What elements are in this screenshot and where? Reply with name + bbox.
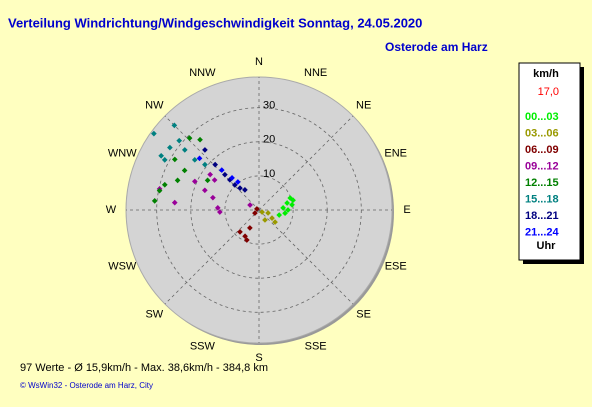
point: [289, 201, 295, 208]
direction-label: SSE: [305, 341, 327, 353]
point: [242, 187, 248, 193]
legend-entry: 03...06: [525, 127, 559, 139]
point: [167, 144, 173, 151]
legend-entry: 21...24: [525, 226, 560, 238]
point: [282, 210, 288, 217]
point: [247, 202, 253, 208]
point: [210, 194, 216, 201]
direction-label: NW: [145, 99, 164, 111]
point: [217, 209, 223, 215]
point: [186, 135, 193, 141]
spoke: [164, 209, 260, 305]
point: [202, 161, 208, 168]
direction-label: WSW: [108, 261, 137, 273]
r-tick-label: 20: [263, 134, 275, 146]
point: [156, 187, 163, 194]
point: [285, 207, 291, 213]
point: [171, 122, 178, 129]
legend-shadow: [523, 260, 584, 264]
point: [181, 147, 188, 153]
legend-unit: Uhr: [537, 240, 557, 252]
direction-label: SW: [145, 309, 163, 321]
direction-label: NNW: [189, 67, 216, 79]
point: [262, 217, 268, 223]
point: [202, 147, 208, 153]
point: [265, 210, 271, 216]
point: [161, 181, 168, 188]
legend-box: [518, 62, 581, 261]
point: [232, 182, 238, 188]
point: [176, 137, 183, 144]
spoke: [258, 115, 354, 211]
r-tick-label: 30: [263, 100, 275, 112]
direction-label: E: [403, 204, 410, 216]
point: [174, 177, 181, 184]
point: [244, 237, 250, 243]
point: [276, 212, 283, 218]
legend-entry: 09...12: [525, 160, 559, 172]
point: [191, 156, 198, 163]
chart-title: Verteilung Windrichtung/Windgeschwindigk…: [8, 15, 422, 30]
direction-label: ESE: [385, 261, 407, 273]
point: [151, 130, 157, 137]
point: [212, 161, 219, 168]
point: [237, 229, 243, 235]
point: [197, 136, 203, 143]
legend-entry: 18...21: [525, 210, 559, 222]
point: [290, 197, 296, 204]
point: [235, 179, 241, 185]
direction-label: SE: [356, 309, 371, 321]
legend-entry: 12...15: [525, 177, 559, 189]
point: [207, 171, 213, 178]
point: [229, 175, 235, 181]
point: [211, 177, 218, 183]
point: [280, 205, 286, 211]
point: [222, 171, 228, 178]
legend-value: 17,0: [538, 86, 559, 98]
point: [202, 187, 208, 194]
point: [237, 185, 243, 191]
point: [247, 225, 253, 231]
point: [191, 178, 198, 185]
direction-label: SSW: [190, 341, 216, 353]
point: [284, 200, 290, 206]
grid-ring: [224, 175, 294, 245]
grid-ring: [190, 141, 328, 279]
legend-entry: 06...09: [525, 144, 559, 156]
point: [161, 157, 168, 163]
spoke: [164, 115, 260, 211]
point: [269, 215, 275, 221]
point: [204, 177, 211, 184]
legend-title: km/h: [533, 68, 559, 80]
direction-label: WNW: [108, 147, 137, 159]
r-tick-label: 10: [263, 168, 275, 180]
point: [214, 205, 221, 211]
direction-label: NE: [356, 99, 371, 111]
legend-entry: 00...03: [525, 111, 559, 123]
point: [218, 167, 225, 173]
point: [259, 209, 265, 215]
chart-subtitle: Osterode am Harz: [385, 40, 488, 54]
direction-label: ENE: [384, 147, 407, 159]
direction-label: S: [255, 352, 262, 364]
grid-ring: [156, 107, 362, 313]
copyright: © WsWin32 - Osterode am Harz, City: [20, 381, 153, 390]
direction-label: N: [255, 56, 263, 68]
point: [151, 198, 158, 204]
point: [181, 167, 188, 174]
point: [158, 152, 164, 159]
spoke: [258, 209, 354, 305]
direction-label: NNE: [304, 67, 327, 79]
summary: 97 Werte - Ø 15,9km/h - Max. 38,6km/h - …: [20, 362, 268, 374]
point: [171, 199, 178, 206]
point: [171, 156, 178, 163]
legend-shadow: [580, 67, 584, 264]
direction-label: W: [106, 204, 117, 216]
point: [272, 219, 278, 225]
point: [196, 155, 203, 162]
legend-entry: 15...18: [525, 193, 559, 205]
point: [252, 210, 258, 216]
